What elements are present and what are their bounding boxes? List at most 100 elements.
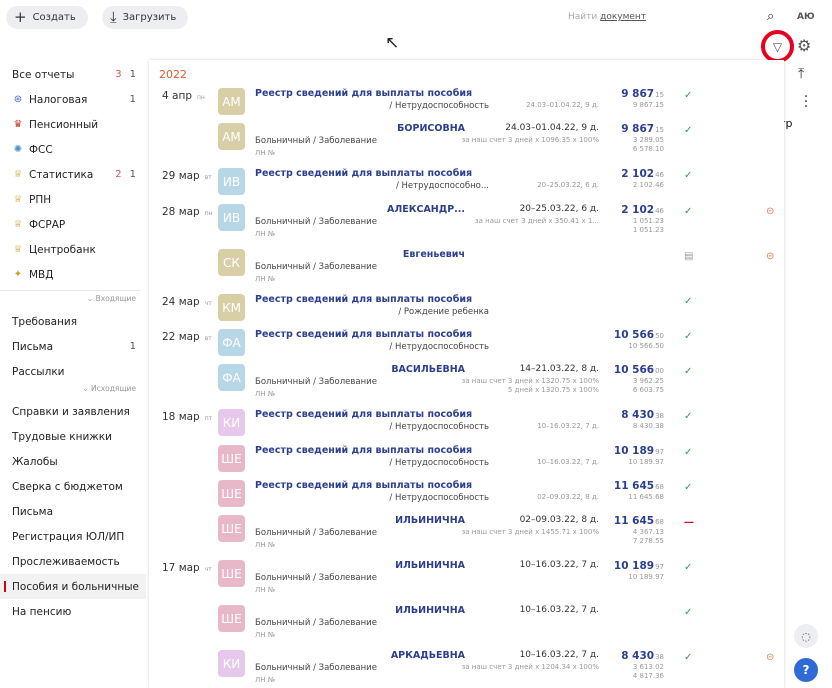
row-ln: ЛН № (255, 390, 276, 398)
row-name[interactable]: ИЛЬИНИЧНА (395, 605, 465, 616)
table-row[interactable]: СК Евгеньевич Больничный / Заболевание ЛН №… (149, 248, 784, 283)
chat-icon[interactable]: ◌ (794, 624, 818, 648)
sidebar-incoming-1[interactable]: Письма 1 (0, 334, 146, 359)
row-name[interactable]: АРКАДЬЕВНА (390, 650, 465, 661)
table-row[interactable]: 4 апр пн АМ Реестр сведений для выплаты пос… (149, 87, 784, 121)
sidebar-item-0[interactable]: Все отчеты 3 1 (0, 62, 146, 87)
row-name[interactable]: ИЛЬИНИЧНА (395, 515, 465, 526)
row-ln: ЛН № (255, 586, 276, 594)
table-row[interactable]: 24 мар чт КМ Реестр сведений для выплаты по… (149, 293, 784, 327)
upload-button[interactable]: ⤓ Загрузить (102, 6, 189, 29)
avatar: ШЕ (218, 605, 245, 632)
row-name[interactable]: ИЛЬИНИЧНА (395, 560, 465, 571)
sidebar-item-1[interactable]: ⊛ Налоговая 1 (0, 87, 146, 112)
row-calc: за наш счет 3 дней х 1320.75 х 100% (461, 377, 599, 385)
row-amount-detail: 11 645.68 (628, 493, 664, 501)
sidebar-outgoing-7[interactable]: Пособия и больничные (0, 574, 146, 599)
filter-button[interactable]: ▽ (761, 30, 794, 63)
eye-icon[interactable]: ⊝ (766, 206, 775, 217)
sidebar-item-7[interactable]: ♕ Центробанк (0, 237, 146, 262)
row-name[interactable]: Евгеньевич (402, 249, 465, 260)
help-icon[interactable]: ? (794, 658, 818, 682)
row-title[interactable]: Реестр сведений для выплаты пособия (255, 445, 473, 456)
sidebar-outgoing-1[interactable]: Трудовые книжки (0, 424, 146, 449)
sidebar-item-5[interactable]: ♕ РПН (0, 187, 146, 212)
eye-icon[interactable]: ⊝ (766, 251, 775, 262)
table-row[interactable]: 29 мар вт ИВ Реестр сведений для выплаты по… (149, 167, 784, 201)
check-icon: ✓ (684, 296, 693, 307)
row-name[interactable]: ВАСИЛЬЕВНА (391, 364, 465, 375)
sidebar-item-2[interactable]: ♛ Пенсионный (0, 112, 146, 137)
table-row[interactable]: ШЕ Реестр сведений для выплаты пособия / Н… (149, 444, 784, 478)
search-icon[interactable]: ⌕ (767, 9, 775, 24)
row-ln: ЛН № (255, 541, 276, 549)
row-date: 18 мар пт (162, 411, 213, 423)
table-row[interactable]: 28 мар пн ИВ АЛЕКСАНДР... Больничный / Забол… (149, 203, 784, 238)
more-menu-icon[interactable]: · · · (803, 89, 809, 115)
row-amount-detail: 8 430.38 (632, 422, 664, 430)
export-icon[interactable]: ⤒ (798, 66, 805, 82)
sidebar-item-label: Все отчеты (12, 68, 75, 81)
table-row[interactable]: ШЕ Реестр сведений для выплаты пособия / Н… (149, 479, 784, 513)
row-title[interactable]: Реестр сведений для выплаты пособия (255, 409, 473, 420)
row-amount-detail: 6 603.75 (632, 386, 664, 394)
check-icon: ✓ (684, 206, 693, 217)
row-calc: 5 дней х 1320.75 х 100% (507, 386, 599, 394)
sidebar-item-label: Письма (12, 505, 54, 518)
row-subtype: Больничный / Заболевание (255, 618, 377, 628)
row-ln: ЛН № (255, 230, 276, 238)
table-row[interactable]: КИ АРКАДЬЕВНА Больничный / Заболевание ЛН №… (149, 649, 784, 684)
sidebar-item-4[interactable]: ♕ Статистика 2 1 (0, 162, 146, 187)
gear-icon[interactable]: ⚙ (797, 36, 812, 55)
table-row[interactable]: ФА ВАСИЛЬЕВНА Больничный / Заболевание ЛН №… (149, 363, 784, 398)
check-icon: ✓ (684, 90, 693, 101)
sidebar-incoming-0[interactable]: Требования (0, 309, 146, 334)
sidebar-item-3[interactable]: ✺ ФСС (0, 137, 146, 162)
row-title[interactable]: Реестр сведений для выплаты пособия (255, 480, 473, 491)
sidebar-outgoing-8[interactable]: На пенсию (0, 599, 146, 624)
avatar: ШЕ (218, 515, 245, 542)
row-amount-detail: 2 102.46 (632, 181, 664, 189)
sidebar-item-count: 1 (129, 341, 136, 352)
row-title[interactable]: Реестр сведений для выплаты пособия (255, 329, 473, 340)
row-title[interactable]: Реестр сведений для выплаты пособия (255, 88, 473, 99)
avatar: АМ (218, 88, 245, 115)
row-name[interactable]: БОРИСОВНА (397, 123, 465, 134)
search-input[interactable]: Найти документ (568, 12, 646, 22)
reports-list: 2022 4 апр пн АМ Реестр сведений для выплат… (149, 60, 784, 688)
table-row[interactable]: АМ БОРИСОВНА Больничный / Заболевание ЛН № 2… (149, 122, 784, 157)
search-link[interactable]: документ (600, 12, 647, 22)
table-row[interactable]: 22 мар вт ФА Реестр сведений для выплаты по… (149, 328, 784, 362)
sidebar-outgoing-6[interactable]: Прослеживаемость (0, 549, 146, 574)
sidebar-outgoing-0[interactable]: Справки и заявления (0, 399, 146, 424)
stat-icon: ♕ (13, 169, 23, 180)
table-row[interactable]: ШЕ ИЛЬИНИЧНА Больничный / Заболевание ЛН № 0… (149, 514, 784, 549)
row-title[interactable]: Реестр сведений для выплаты пособия (255, 168, 473, 179)
sidebar-item-6[interactable]: ♕ ФСРАР (0, 212, 146, 237)
sidebar-outgoing-5[interactable]: Регистрация ЮЛ/ИП (0, 524, 146, 549)
outgoing-group-label[interactable]: ⌄ Исходящие (82, 384, 136, 393)
sidebar-item-label: РПН (29, 193, 52, 206)
row-type: / Нетрудоспособность (389, 422, 489, 432)
eye-icon[interactable]: ⊝ (766, 652, 775, 663)
table-row[interactable]: 18 мар пт КИ Реестр сведений для выплаты по… (149, 408, 784, 442)
sidebar-outgoing-4[interactable]: Письма (0, 499, 146, 524)
avatar: ФА (218, 329, 245, 356)
sidebar-outgoing-3[interactable]: Сверка с бюджетом (0, 474, 146, 499)
row-period: 02–09.03.22, 8 д. (537, 493, 599, 501)
row-subtype: Больничный / Заболевание (255, 573, 377, 583)
sidebar-outgoing-2[interactable]: Жалобы (0, 449, 146, 474)
sidebar-item-8[interactable]: ✦ МВД (0, 262, 146, 287)
user-avatar[interactable]: АЮ (797, 12, 815, 22)
table-row[interactable]: 17 мар чт ШЕ ИЛЬИНИЧНА Больничный / Заболева… (149, 559, 784, 594)
row-period: 10–16.03.22, 7 д. (519, 560, 599, 570)
row-amount: 8 43038 (621, 650, 664, 662)
row-title[interactable]: Реестр сведений для выплаты пособия (255, 294, 473, 305)
create-button[interactable]: + Создать (6, 6, 88, 29)
row-period: 24.03–01.04.22, 9 д. (505, 123, 599, 133)
incoming-group-label[interactable]: ⌄ Входящие (86, 294, 136, 303)
table-row[interactable]: ШЕ ИЛЬИНИЧНА Больничный / Заболевание ЛН № 1… (149, 604, 784, 639)
row-amount-detail: 6 578.10 (632, 145, 664, 153)
sidebar-incoming-2[interactable]: Рассылки (0, 359, 146, 384)
row-name[interactable]: АЛЕКСАНДР... (386, 204, 465, 215)
